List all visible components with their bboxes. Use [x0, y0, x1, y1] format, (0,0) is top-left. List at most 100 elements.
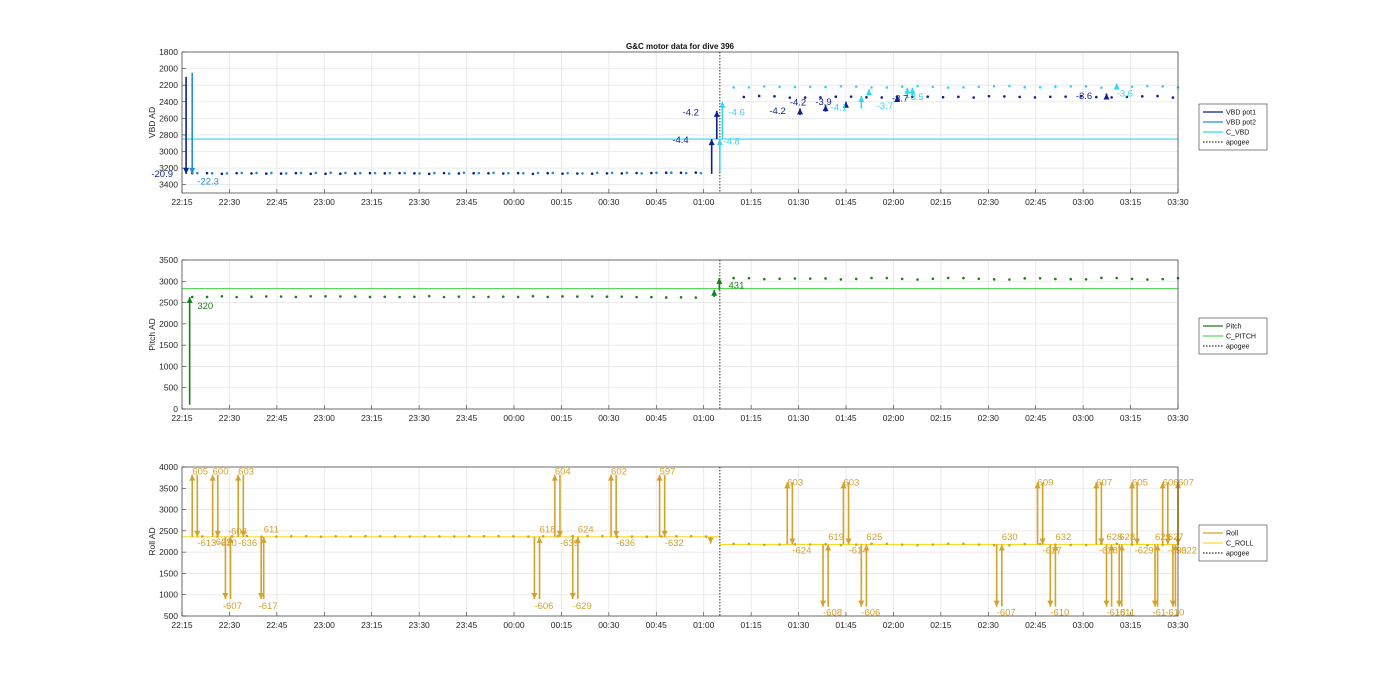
data-point — [1023, 542, 1027, 546]
x-tick-label: 02:30 — [978, 620, 1000, 630]
arrow-head — [260, 536, 267, 543]
move-label: 607 — [1096, 477, 1112, 488]
arrow-head — [1152, 600, 1159, 607]
data-point — [885, 86, 889, 89]
data-point — [778, 543, 781, 546]
data-point — [747, 276, 751, 280]
move-label: -3.7 — [877, 101, 893, 112]
arrow-head — [1093, 482, 1100, 489]
move-label: -639 — [560, 538, 579, 549]
y-tick-label: 2000 — [159, 64, 178, 74]
arrow-head — [556, 530, 563, 537]
axes-frame — [181, 466, 1179, 617]
x-tick-label: 23:00 — [314, 413, 336, 423]
move-label: 597 — [660, 467, 676, 478]
data-point — [865, 95, 868, 99]
data-point — [839, 543, 843, 547]
data-point — [808, 543, 812, 546]
data-point — [946, 276, 950, 280]
x-tick-label: 01:45 — [835, 197, 857, 207]
data-point — [1130, 85, 1134, 89]
legend-label: VBD pot2 — [1226, 120, 1256, 127]
data-point — [1146, 278, 1149, 281]
move-label: -630 — [218, 538, 237, 549]
data-point — [1125, 95, 1129, 99]
arrow-head — [1113, 83, 1120, 90]
data-point — [393, 535, 397, 538]
data-point — [294, 295, 298, 299]
x-tick-label: 00:45 — [646, 413, 668, 423]
x-tick-label: 01:00 — [693, 413, 715, 423]
move-label: -4.2 — [683, 108, 699, 119]
move-label: -618 — [1106, 608, 1125, 619]
data-point — [931, 543, 935, 546]
data-point — [824, 85, 827, 89]
data-point — [1054, 85, 1057, 88]
axes-frame — [181, 51, 1179, 194]
data-point — [1023, 277, 1027, 280]
data-point — [610, 171, 614, 175]
data-point — [487, 171, 490, 175]
x-tick-label: 00:30 — [598, 413, 620, 423]
data-point — [210, 172, 214, 175]
x-tick-label: 23:15 — [361, 620, 383, 630]
x-tick-label: 01:15 — [741, 413, 763, 423]
data-point — [689, 534, 693, 538]
data-point — [279, 295, 283, 298]
arrow-head — [858, 600, 865, 607]
data-point — [757, 94, 761, 98]
data-point — [344, 171, 347, 175]
data-point — [977, 543, 981, 546]
x-tick-label: 23:00 — [314, 197, 336, 207]
move-label: -622 — [213, 537, 232, 548]
data-point — [205, 171, 209, 175]
y-tick-label: 2000 — [159, 319, 178, 329]
move-label: -624 — [792, 545, 811, 556]
x-tick-label: 02:15 — [930, 620, 952, 630]
plot-area — [182, 467, 1178, 616]
x-tick-label: 23:30 — [409, 413, 431, 423]
data-point — [427, 294, 431, 298]
data-point — [1064, 95, 1067, 98]
x-tick-label: 01:45 — [835, 620, 857, 630]
data-point — [803, 96, 807, 99]
y-tick-label: 3000 — [159, 276, 178, 286]
legend-label: Roll — [1226, 531, 1239, 538]
data-point — [235, 295, 238, 299]
move-label: -632 — [665, 538, 684, 549]
data-point — [531, 294, 535, 298]
data-point — [992, 278, 996, 281]
y-tick-label: 2200 — [159, 80, 178, 90]
legend-label: VBD pot1 — [1226, 110, 1256, 117]
arrow-head — [569, 592, 576, 599]
data-point — [824, 277, 827, 280]
data-point — [383, 295, 387, 299]
x-tick-label: 23:30 — [409, 620, 431, 630]
arrow-head — [661, 530, 668, 537]
data-point — [992, 543, 996, 547]
data-point — [403, 171, 406, 175]
move-label: 630 — [1002, 532, 1018, 543]
data-point — [358, 171, 362, 175]
move-label: 628 — [1119, 532, 1135, 543]
arrow-head — [719, 101, 726, 108]
x-tick-label: 01:30 — [788, 413, 810, 423]
data-point — [462, 171, 466, 175]
arrow-head — [1034, 482, 1041, 489]
legend-label: C_VBD — [1226, 130, 1249, 137]
data-point — [566, 171, 569, 175]
x-tick-label: 22:45 — [266, 620, 288, 630]
y-axis-label: VBD AD — [147, 107, 157, 138]
move-label: -606 — [861, 608, 880, 619]
legend-label: apogee — [1226, 344, 1249, 351]
x-tick-label: 22:30 — [219, 413, 241, 423]
data-point — [590, 172, 594, 175]
data-point — [1069, 85, 1073, 88]
data-point — [304, 534, 308, 538]
arrow-head — [1116, 600, 1123, 607]
data-point — [275, 535, 278, 538]
arrow-head — [189, 474, 196, 481]
x-tick-label: 02:00 — [883, 620, 905, 630]
arrow-head — [711, 289, 718, 296]
data-point — [694, 171, 698, 174]
